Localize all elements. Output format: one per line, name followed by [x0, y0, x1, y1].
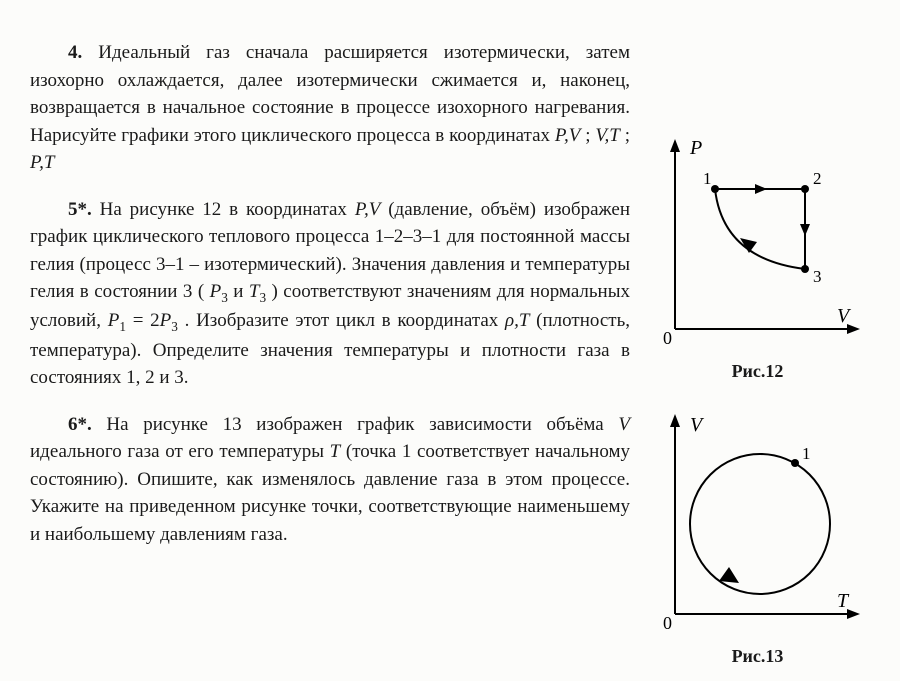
sep2: ; [620, 125, 630, 146]
problem-5-number: 5*. [68, 199, 92, 220]
p5-p3: P [210, 281, 222, 302]
p6-t1: На рисунке 13 изображен график зависимос… [106, 414, 618, 435]
axis-v-label: V [837, 305, 852, 327]
axis-t-label-13: T [837, 590, 850, 612]
page: P V 0 1 2 3 Рис.12 [30, 39, 870, 548]
problem-4-number: 4. [68, 42, 82, 63]
p5-eq-rhs-sub: 3 [171, 319, 178, 334]
axis-v-label-13: V [690, 414, 705, 436]
p6-t: T [330, 441, 341, 462]
p5-rhot: ρ,T [505, 310, 529, 331]
figure-12-caption: Рис.12 [645, 358, 870, 384]
coords-pv: P,V [555, 125, 581, 146]
p5-t4: . Изобразите этот цикл в координатах [178, 310, 505, 331]
pt3-label: 3 [813, 267, 822, 286]
p5-pv: P,V [355, 199, 381, 220]
p5-eq-rhs: P [160, 310, 172, 331]
figure-12-svg: P V 0 1 2 3 [645, 134, 870, 354]
origin-label: 0 [663, 328, 672, 348]
coords-pt: P,T [30, 152, 54, 173]
p5-p3sub: 3 [221, 290, 228, 305]
sep1: ; [580, 125, 595, 146]
pt2-label: 2 [813, 169, 822, 188]
figure-13-caption: Рис.13 [645, 643, 870, 669]
p6-v: V [618, 414, 630, 435]
coords-vt: V,T [595, 125, 619, 146]
p5-eq-mid: = 2 [126, 310, 160, 331]
p5-eq-lhs: P [108, 310, 120, 331]
figure-13: V T 0 1 Рис.13 [645, 409, 870, 669]
origin-label-13: 0 [663, 613, 672, 633]
pt1-label: 1 [703, 169, 712, 188]
figure-12: P V 0 1 2 3 Рис.12 [645, 134, 870, 384]
problem-4-text: Идеальный газ сначала расширяется изотер… [30, 42, 630, 146]
pt1-label-13: 1 [802, 444, 811, 463]
p5-t1: На рисунке 12 в координатах [100, 199, 355, 220]
figure-13-svg: V T 0 1 [645, 409, 870, 639]
problem-6-number: 6*. [68, 414, 92, 435]
p6-t2: идеального газа от его температуры [30, 441, 330, 462]
axis-p-label: P [689, 137, 702, 159]
p5-and: и [228, 281, 249, 302]
p5-eq-lhs-sub: 1 [119, 319, 126, 334]
p5-t3: T [249, 281, 260, 302]
